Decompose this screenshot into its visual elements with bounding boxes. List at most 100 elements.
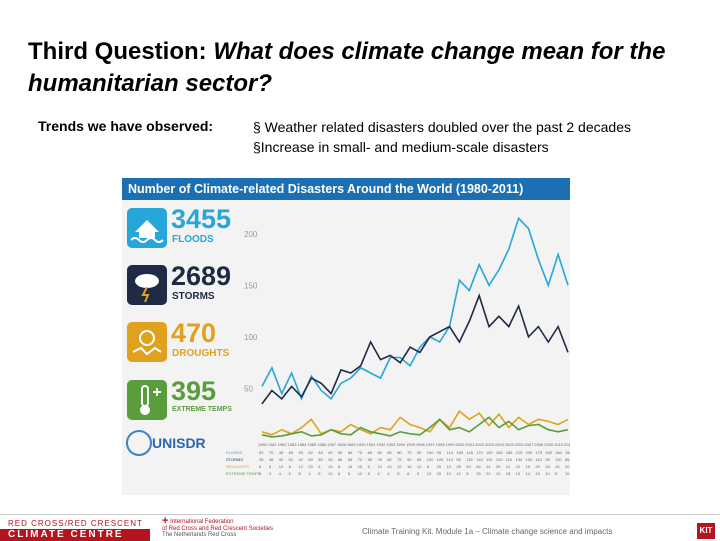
table-cell: 90 [417, 450, 422, 455]
table-cell: 72 [358, 457, 363, 462]
table-cell: 10 [328, 471, 333, 476]
droughts-count: 470 [171, 318, 217, 348]
table-cell: 10 [387, 464, 392, 469]
table-cell: 95 [456, 457, 461, 462]
table-cell: 60 [377, 450, 382, 455]
table-cell: 85 [417, 457, 422, 462]
y-tick-label: 200 [244, 230, 258, 239]
table-cell: 8 [555, 471, 558, 476]
table-cell: 5 [417, 471, 420, 476]
table-cell: 62 [308, 450, 313, 455]
table-cell: 12 [417, 464, 422, 469]
table-cell: 42 [298, 457, 303, 462]
category-droughts: 470 DROUGHTS [127, 318, 237, 366]
table-cell: 105 [437, 457, 444, 462]
table-cell: 8 [368, 471, 371, 476]
storm-icon [127, 265, 167, 305]
table-cell: 150 [486, 450, 493, 455]
x-tick-label: 1996 [416, 442, 426, 447]
table-cell: 6 [368, 464, 371, 469]
x-tick-label: 1990 [357, 442, 367, 447]
footer: RED CROSS/RED CRESCENT CLIMATE CENTRE + … [0, 514, 720, 541]
table-cell: 6 [289, 471, 292, 476]
table-cell: 20 [565, 464, 570, 469]
thermometer-icon [127, 380, 167, 420]
kit-badge: KIT [697, 523, 715, 539]
x-tick-label: 2007 [525, 442, 535, 447]
x-tick-label: 1994 [396, 442, 406, 447]
x-tick-label: 1989 [347, 442, 357, 447]
ifrc-line: of Red Cross and Red Crescent Societies [162, 526, 274, 533]
x-tick-label: 1993 [386, 442, 396, 447]
table-cell: 20 [308, 464, 313, 469]
table-cell: 55 [318, 457, 323, 462]
table-cell: 10 [358, 464, 363, 469]
x-tick-label: 1981 [268, 442, 278, 447]
table-cell: 82 [387, 457, 392, 462]
x-tick-label: 2003 [485, 442, 495, 447]
footer-org-bottom: CLIMATE CENTRE [0, 529, 150, 541]
table-cell: 80 [397, 450, 402, 455]
flood-icon [127, 208, 167, 248]
table-cell: 6 [318, 464, 321, 469]
table-cell: 120 [496, 457, 503, 462]
table-cell: 110 [555, 457, 562, 462]
table-cell: 10 [447, 471, 452, 476]
table-cell: 18 [545, 464, 550, 469]
y-tick-label: 100 [244, 333, 258, 342]
table-cell: 8 [259, 464, 262, 469]
y-tick-label: 50 [244, 384, 253, 393]
table-row-label: EXTREME TEMPS [226, 471, 260, 476]
storms-count: 2689 [171, 261, 232, 291]
x-tick-label: 2011 [564, 442, 570, 447]
extreme-temps-count: 395 [171, 376, 217, 406]
ifrc-line: International Federation [170, 519, 234, 526]
x-tick-label: 1995 [406, 442, 416, 447]
x-tick-label: 1982 [278, 442, 288, 447]
series-line-floods [261, 216, 569, 401]
table-cell: 100 [526, 457, 533, 462]
table-cell: 25 [496, 464, 501, 469]
table-cell: 80 [387, 450, 392, 455]
x-tick-label: 2005 [505, 442, 515, 447]
table-row-label: DROUGHTS [226, 464, 249, 469]
x-tick-label: 1988 [337, 442, 347, 447]
table-cell: 5 [269, 464, 272, 469]
infographic-banner: Number of Climate-related Disasters Arou… [122, 178, 570, 200]
table-cell: 65 [368, 450, 373, 455]
table-cell: 110 [506, 457, 513, 462]
x-tick-label: 2000 [455, 442, 465, 447]
table-cell: 20 [535, 464, 540, 469]
x-tick-label: 2008 [534, 442, 544, 447]
floods-label: FLOODS [172, 234, 214, 245]
table-cell: 15 [407, 464, 412, 469]
table-cell: 15 [555, 464, 560, 469]
table-cell: 205 [526, 450, 533, 455]
x-tick-label: 1991 [367, 442, 377, 447]
x-tick-label: 1980 [258, 442, 268, 447]
table-cell: 60 [348, 450, 353, 455]
table-cell: 12 [358, 471, 363, 476]
table-cell: 48 [318, 450, 323, 455]
category-floods: 3455 FLOODS [127, 204, 237, 252]
table-cell: 5 [348, 471, 351, 476]
title-lead: Third Question: [28, 38, 214, 65]
bullet-item: §Increase in small- and medium-scale dis… [253, 139, 549, 155]
table-cell: 170 [476, 450, 483, 455]
x-tick-label: 1987 [327, 442, 337, 447]
table-cell: 95 [545, 457, 550, 462]
nlrc-logo: The Netherlands Red Cross [162, 532, 237, 538]
table-cell: 48 [269, 457, 274, 462]
table-cell: 20 [437, 464, 442, 469]
table-cell: 12 [496, 471, 501, 476]
table-cell: 85 [565, 457, 570, 462]
trends-label: Trends we have observed: [38, 118, 214, 134]
table-cell: 60 [308, 457, 313, 462]
x-tick-label: 2006 [515, 442, 525, 447]
table-cell: 110 [447, 457, 454, 462]
table-cell: 8 [427, 464, 430, 469]
x-tick-label: 2004 [495, 442, 505, 447]
table-cell: 72 [407, 450, 412, 455]
source-org: UNISDR [152, 435, 206, 451]
